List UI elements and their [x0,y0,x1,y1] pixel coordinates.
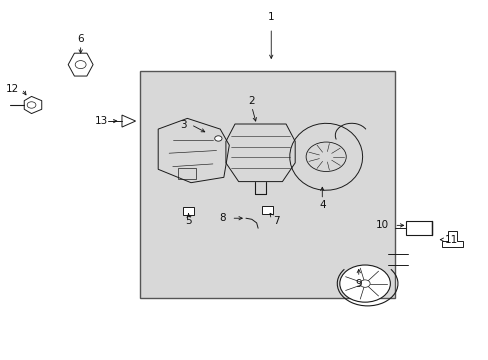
Text: 5: 5 [185,216,191,226]
Text: 12: 12 [5,84,19,94]
Circle shape [359,280,369,287]
Bar [178,168,196,179]
Text: 10: 10 [375,220,388,230]
Bar [262,206,273,214]
Bar [183,207,194,215]
Text: 6: 6 [77,34,84,44]
Text: 8: 8 [219,213,225,223]
Text: 1: 1 [267,13,274,22]
Text: 7: 7 [272,216,279,226]
Circle shape [214,136,222,141]
Text: 4: 4 [318,200,325,210]
Text: 3: 3 [180,120,186,130]
Text: 9: 9 [355,279,361,289]
Text: 11: 11 [444,235,457,245]
Bar [405,221,431,235]
Bar [140,71,394,298]
Text: 2: 2 [248,96,255,107]
Text: 13: 13 [94,116,107,126]
Circle shape [339,265,389,302]
